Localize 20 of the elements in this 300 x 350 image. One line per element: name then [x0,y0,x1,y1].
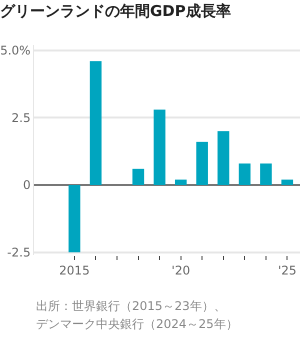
bar [238,163,251,185]
y-tick-label: 2.5 [12,110,31,125]
bar [218,131,230,185]
y-tick-label: 0 [22,178,31,192]
bar [68,185,80,252]
x-tick-label: '20 [172,263,190,278]
bar [260,163,272,185]
bar [154,110,166,185]
text: デンマーク中央銀行（2024～25年） [36,317,238,331]
bar [90,61,102,185]
bar [174,180,187,185]
bar [132,168,144,185]
y-tick-label: -2.5 [7,246,31,260]
chart-title: グリーンランドの年間GDP成長率 [0,2,231,20]
x-tick-label: 2015 [59,263,90,278]
y-tick-label: 5.0% [0,44,31,58]
bar [196,142,208,185]
text: 出所：世界銀行（2015～23年）、 [36,299,226,313]
x-tick-label: '25 [278,263,297,278]
bar [281,180,294,185]
